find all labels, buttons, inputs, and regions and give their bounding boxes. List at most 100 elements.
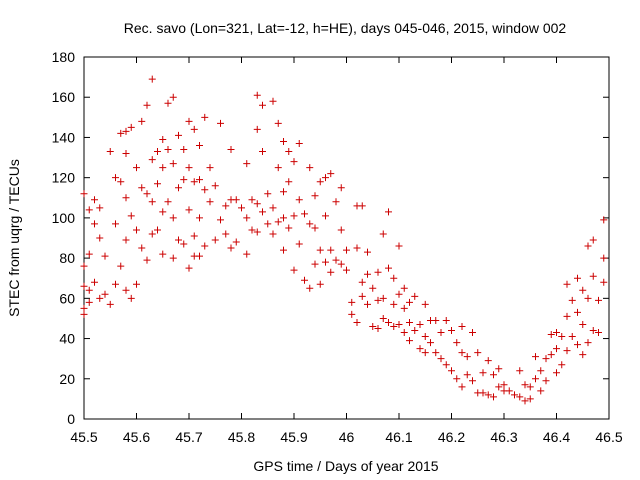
data-point [600, 278, 608, 286]
data-point [169, 214, 177, 222]
y-tick-label: 160 [52, 89, 76, 105]
data-point [432, 316, 440, 324]
data-point [532, 353, 539, 361]
data-point [80, 262, 88, 270]
data-point [138, 184, 146, 192]
data-point [253, 200, 261, 208]
data-point [133, 164, 140, 172]
data-point [243, 160, 251, 168]
data-point [248, 196, 256, 204]
data-point [547, 331, 555, 339]
data-point [91, 220, 98, 228]
data-point [495, 383, 503, 391]
data-point [122, 236, 130, 244]
data-point [379, 294, 387, 302]
data-point [159, 135, 167, 143]
data-point [85, 298, 93, 306]
data-point [469, 329, 476, 337]
data-point [306, 284, 314, 292]
data-point [206, 164, 214, 172]
data-point [400, 304, 408, 312]
y-tick-label: 180 [52, 49, 76, 65]
data-point [542, 355, 550, 363]
data-point [253, 228, 261, 236]
data-point [358, 202, 366, 210]
data-point [138, 244, 146, 252]
data-point [159, 208, 167, 216]
data-point [421, 333, 429, 341]
data-point [327, 170, 335, 178]
data-point [85, 206, 93, 214]
data-point [211, 236, 219, 244]
data-point [337, 260, 345, 268]
data-point [143, 101, 151, 109]
data-point [148, 156, 156, 164]
y-tick-label: 80 [59, 250, 75, 266]
data-point [91, 196, 98, 204]
data-point [201, 242, 209, 250]
x-tick-label: 46 [339, 429, 355, 445]
data-point [159, 250, 167, 258]
data-point [458, 349, 466, 357]
y-tick-label: 40 [59, 331, 75, 347]
data-point [437, 355, 445, 363]
data-point [495, 365, 503, 373]
x-tick-label: 46.1 [385, 429, 412, 445]
data-point [274, 218, 282, 226]
data-point [259, 148, 266, 156]
data-point [316, 246, 324, 254]
data-point [448, 367, 455, 375]
data-point [122, 194, 130, 202]
data-point [117, 262, 125, 270]
data-point [106, 300, 114, 308]
data-point [595, 329, 602, 337]
data-point [406, 298, 413, 306]
data-point [290, 212, 298, 220]
data-point [406, 318, 413, 326]
data-point [322, 174, 329, 182]
data-point [227, 244, 235, 252]
data-point [148, 75, 156, 83]
data-point [479, 369, 487, 377]
data-point [568, 333, 576, 341]
y-tick-label: 60 [59, 290, 75, 306]
data-point [80, 190, 88, 198]
y-axis: 0 20 40 60 80 100 120 140 160 180 [52, 49, 609, 427]
data-point [589, 272, 597, 280]
data-point [374, 325, 382, 332]
data-point [600, 254, 608, 262]
data-point [117, 178, 125, 186]
data-point [537, 387, 545, 395]
data-point [280, 137, 287, 145]
data-point [448, 327, 455, 335]
data-point [484, 391, 492, 399]
data-point [589, 236, 597, 244]
data-point [295, 196, 303, 204]
data-point [563, 280, 571, 288]
data-point [196, 214, 203, 222]
data-point [211, 182, 219, 190]
data-point [122, 286, 130, 294]
data-point [285, 148, 293, 156]
data-point [574, 308, 581, 316]
data-point [421, 300, 429, 308]
data-point [295, 240, 303, 248]
x-tick-label: 45.7 [175, 429, 202, 445]
data-point [327, 246, 335, 254]
data-point [600, 216, 608, 224]
data-point [112, 220, 119, 228]
data-point [521, 381, 529, 389]
x-tick-label: 45.6 [123, 429, 150, 445]
data-point [364, 248, 371, 256]
data-point [379, 230, 387, 238]
data-point [301, 210, 308, 218]
data-point [337, 184, 345, 192]
data-point [574, 274, 581, 282]
data-point [148, 230, 156, 238]
data-point [395, 242, 403, 250]
data-point [159, 164, 167, 172]
data-point [385, 318, 392, 326]
data-point [332, 198, 340, 206]
data-point [542, 377, 550, 385]
